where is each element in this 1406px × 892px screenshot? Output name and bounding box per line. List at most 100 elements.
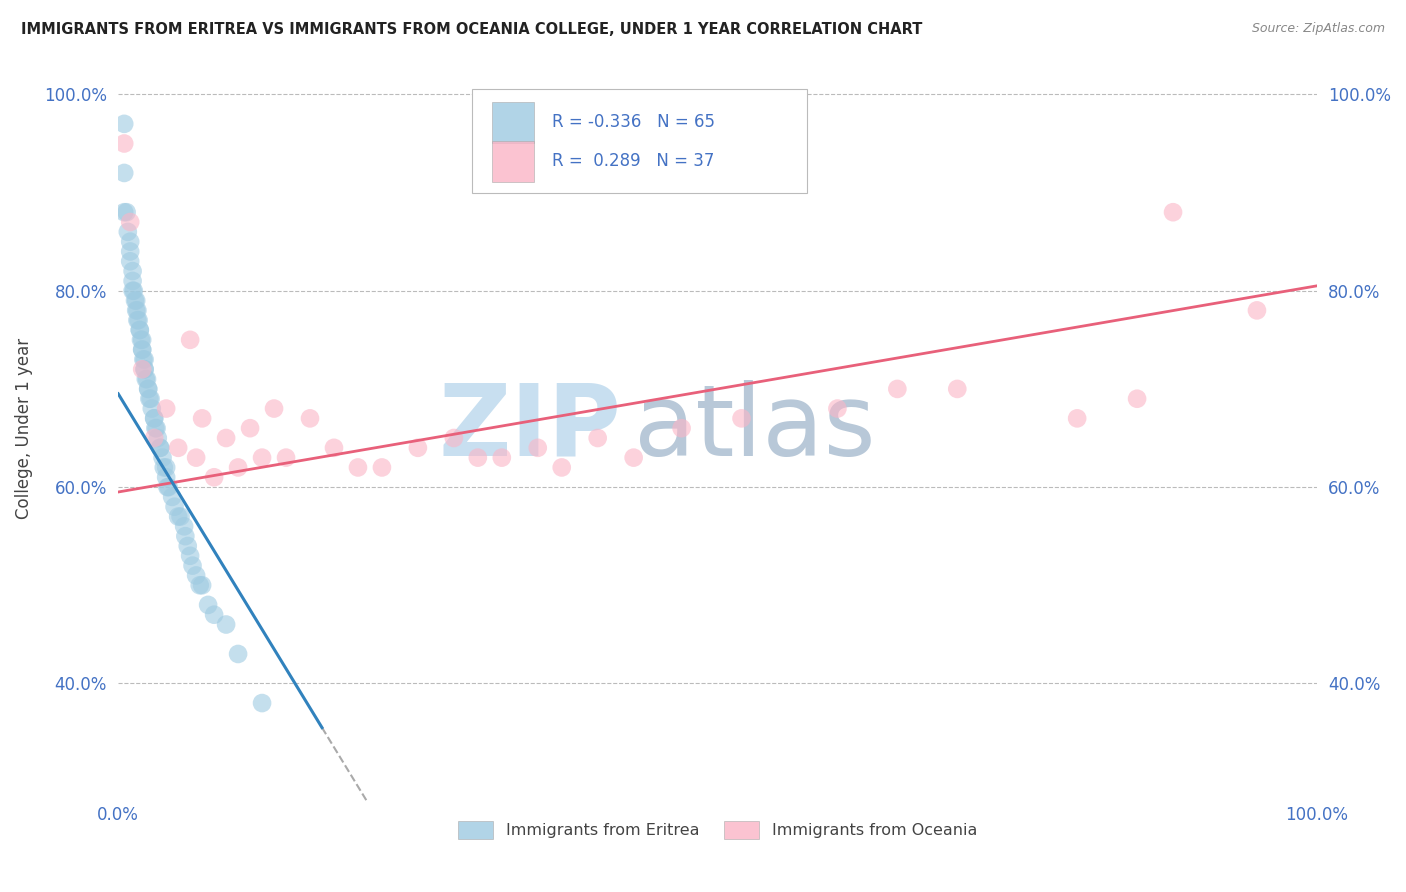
Point [173,519,195,533]
Point [163,500,186,514]
Point [730,411,752,425]
Point [128,323,150,337]
Point [202,607,225,622]
Point [586,431,609,445]
Point [131,362,153,376]
Point [127,313,149,327]
Point [127,303,149,318]
Bar [492,141,534,182]
Point [169,509,191,524]
Point [239,421,262,435]
Point [135,372,157,386]
Point [184,568,207,582]
Point [191,578,214,592]
Point [155,470,177,484]
Point [491,450,513,465]
Point [347,460,370,475]
Legend: Immigrants from Eritrea, Immigrants from Oceania: Immigrants from Eritrea, Immigrants from… [451,814,983,846]
Point [134,362,156,376]
Point [132,352,155,367]
Text: ZIP: ZIP [439,380,621,476]
Point [143,411,166,425]
Point [138,392,160,406]
Point [117,225,139,239]
Point [467,450,489,465]
Point [191,411,214,425]
Point [179,549,201,563]
FancyBboxPatch shape [472,88,807,194]
Point [131,343,153,357]
Point [120,215,142,229]
Point [141,401,163,416]
Point [167,509,190,524]
Point [184,450,207,465]
Point [155,460,177,475]
Point [371,460,394,475]
Point [115,205,138,219]
Point [174,529,197,543]
Point [156,480,179,494]
Point [263,401,285,416]
Point [124,293,146,308]
Point [129,333,152,347]
Text: R = -0.336   N = 65: R = -0.336 N = 65 [553,112,716,130]
Point [167,441,190,455]
Point [136,372,159,386]
Point [112,166,135,180]
Point [125,293,148,308]
Point [157,480,180,494]
Point [122,284,145,298]
Point [125,303,148,318]
Point [149,441,172,455]
Point [160,490,183,504]
Point [179,333,201,347]
Point [145,421,167,435]
Point [131,333,153,347]
Point [143,431,166,445]
Point [226,647,249,661]
Point [121,264,143,278]
Point [120,235,142,249]
Point [827,401,849,416]
Point [886,382,908,396]
Point [1161,205,1184,219]
Y-axis label: College, Under 1 year: College, Under 1 year [15,337,32,519]
Point [215,431,238,445]
Point [143,411,166,425]
Point [202,470,225,484]
Point [131,343,153,357]
Point [623,450,645,465]
Point [1066,411,1088,425]
Point [120,254,142,268]
Point [215,617,238,632]
Point [128,323,150,337]
Point [152,450,174,465]
Point [112,117,135,131]
Text: atlas: atlas [634,380,876,476]
Point [250,696,273,710]
Point [120,244,142,259]
Point [128,313,150,327]
Point [274,450,297,465]
Point [1126,392,1149,406]
Point [443,431,465,445]
Point [121,274,143,288]
Point [134,362,156,376]
Bar [492,103,534,144]
Point [197,598,219,612]
Point [226,460,249,475]
Point [149,441,172,455]
Point [181,558,204,573]
Point [136,382,159,396]
Text: R =  0.289   N = 37: R = 0.289 N = 37 [553,152,714,170]
Point [139,392,162,406]
Point [406,441,429,455]
Point [1246,303,1268,318]
Point [250,450,273,465]
Point [323,441,346,455]
Point [136,382,159,396]
Point [177,539,200,553]
Point [134,352,156,367]
Point [298,411,321,425]
Point [112,205,135,219]
